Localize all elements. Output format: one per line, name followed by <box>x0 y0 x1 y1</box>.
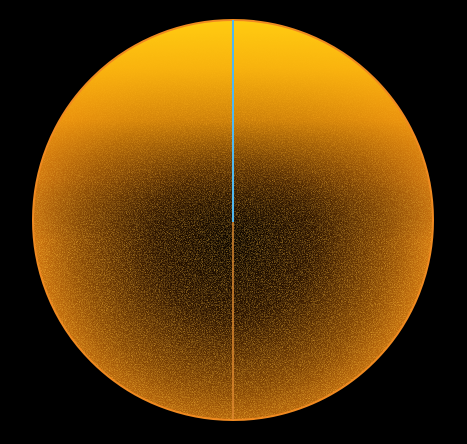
body: {} <box>32 19 434 421</box>
sphere-render <box>32 19 434 421</box>
page: html, body { margin: 0; padding: 0; back… <box>32 19 434 421</box>
